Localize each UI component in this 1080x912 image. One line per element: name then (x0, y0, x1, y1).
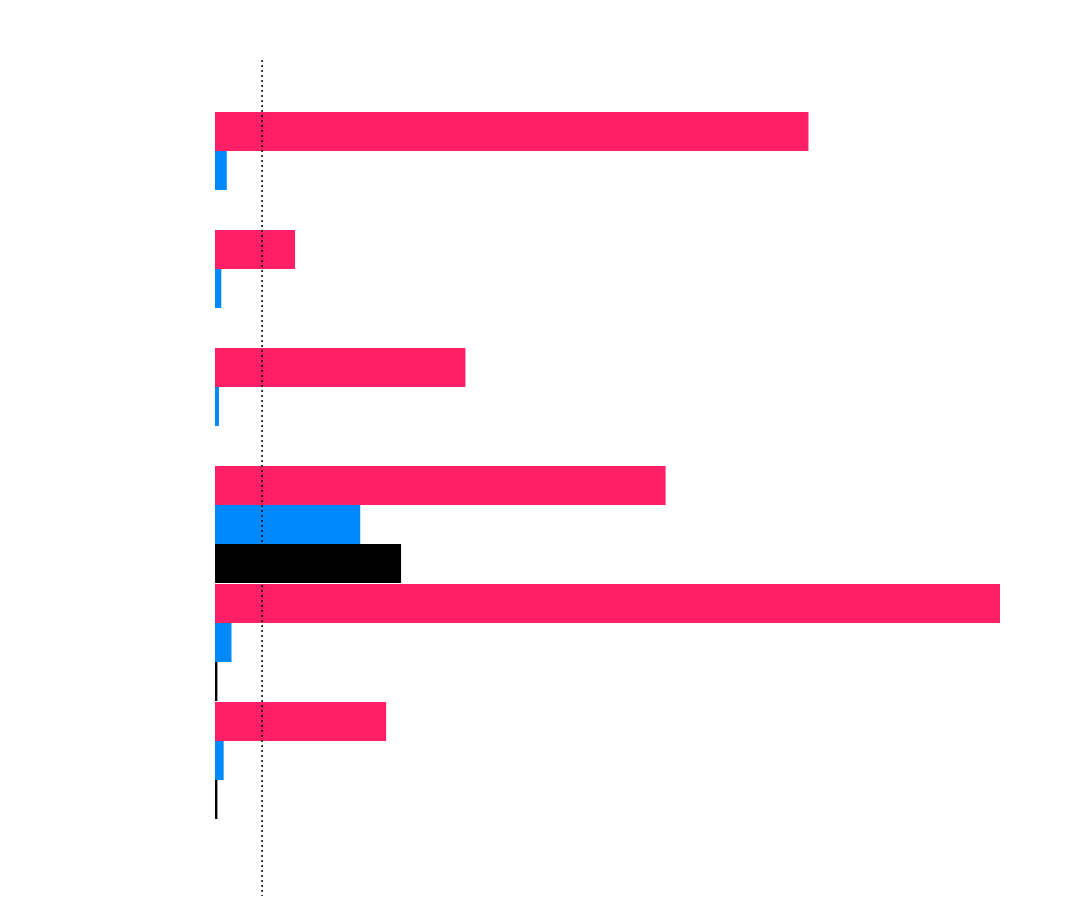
bar-g5-s1 (215, 584, 1000, 623)
bar-group-5 (215, 584, 1000, 701)
bar-g4-s1 (215, 466, 666, 505)
bar-group-3 (215, 348, 466, 426)
bar-g2-s1 (215, 230, 296, 269)
bar-g5-s2 (215, 623, 232, 662)
bar-g4-s2 (215, 505, 361, 544)
bar-g5-s3 (215, 662, 218, 701)
bar-group-6 (215, 702, 387, 819)
bar-g3-s1 (215, 348, 466, 387)
bar-g6-s2 (215, 741, 224, 780)
bar-g1-s2 (215, 151, 227, 190)
bar-group-4 (215, 466, 666, 583)
bar-g6-s3 (215, 780, 218, 819)
bar-group-1 (215, 112, 809, 190)
bar-g3-s2 (215, 387, 219, 426)
bars-layer (215, 112, 1000, 819)
bar-g2-s2 (215, 269, 222, 308)
bar-group-2 (215, 230, 296, 308)
bar-g4-s3 (215, 544, 402, 583)
bar-g6-s1 (215, 702, 387, 741)
bar-g1-s1 (215, 112, 809, 151)
